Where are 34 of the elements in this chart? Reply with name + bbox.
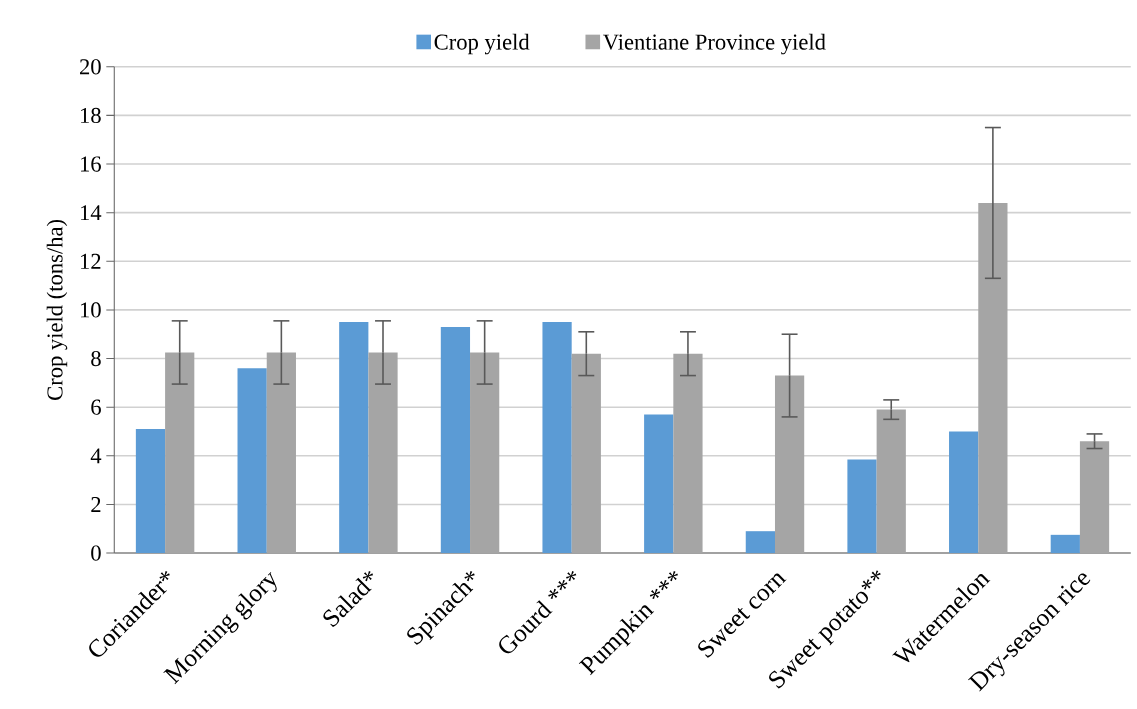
y-tick-label: 10	[81, 302, 101, 318]
y-tick-label: 20	[80, 59, 101, 75]
y-tick-label: 6	[91, 399, 101, 416]
bar	[470, 352, 500, 554]
bar	[847, 459, 877, 554]
bar	[339, 322, 369, 554]
y-tick-label: 18	[81, 108, 101, 124]
bar	[542, 322, 572, 554]
bar	[266, 352, 296, 554]
bar	[876, 409, 906, 554]
y-tick-label: 4	[90, 448, 102, 464]
y-tick-label: 16	[81, 156, 101, 172]
y-tick-label: 12	[81, 254, 101, 269]
bar	[165, 352, 195, 554]
legend-label: Crop yield	[434, 34, 530, 55]
y-tick-label: 14	[81, 205, 102, 221]
bar	[1079, 441, 1110, 554]
bar	[644, 414, 674, 554]
bar	[440, 327, 471, 554]
y-tick-label: 2	[91, 497, 101, 513]
bar	[237, 368, 267, 554]
bar	[673, 353, 703, 554]
y-tick-label: 8	[91, 351, 101, 367]
legend-label: Vientiane Province yield	[602, 34, 826, 55]
bar	[949, 431, 979, 554]
y-tick-label: 0	[91, 545, 101, 561]
bar	[368, 352, 398, 554]
bar	[978, 203, 1008, 554]
bar	[745, 531, 775, 554]
bar	[135, 429, 166, 554]
bar	[774, 375, 805, 554]
y-axis-title: Crop yield (tons/ha)	[46, 220, 68, 401]
bar	[571, 353, 601, 554]
bar	[1050, 535, 1080, 554]
